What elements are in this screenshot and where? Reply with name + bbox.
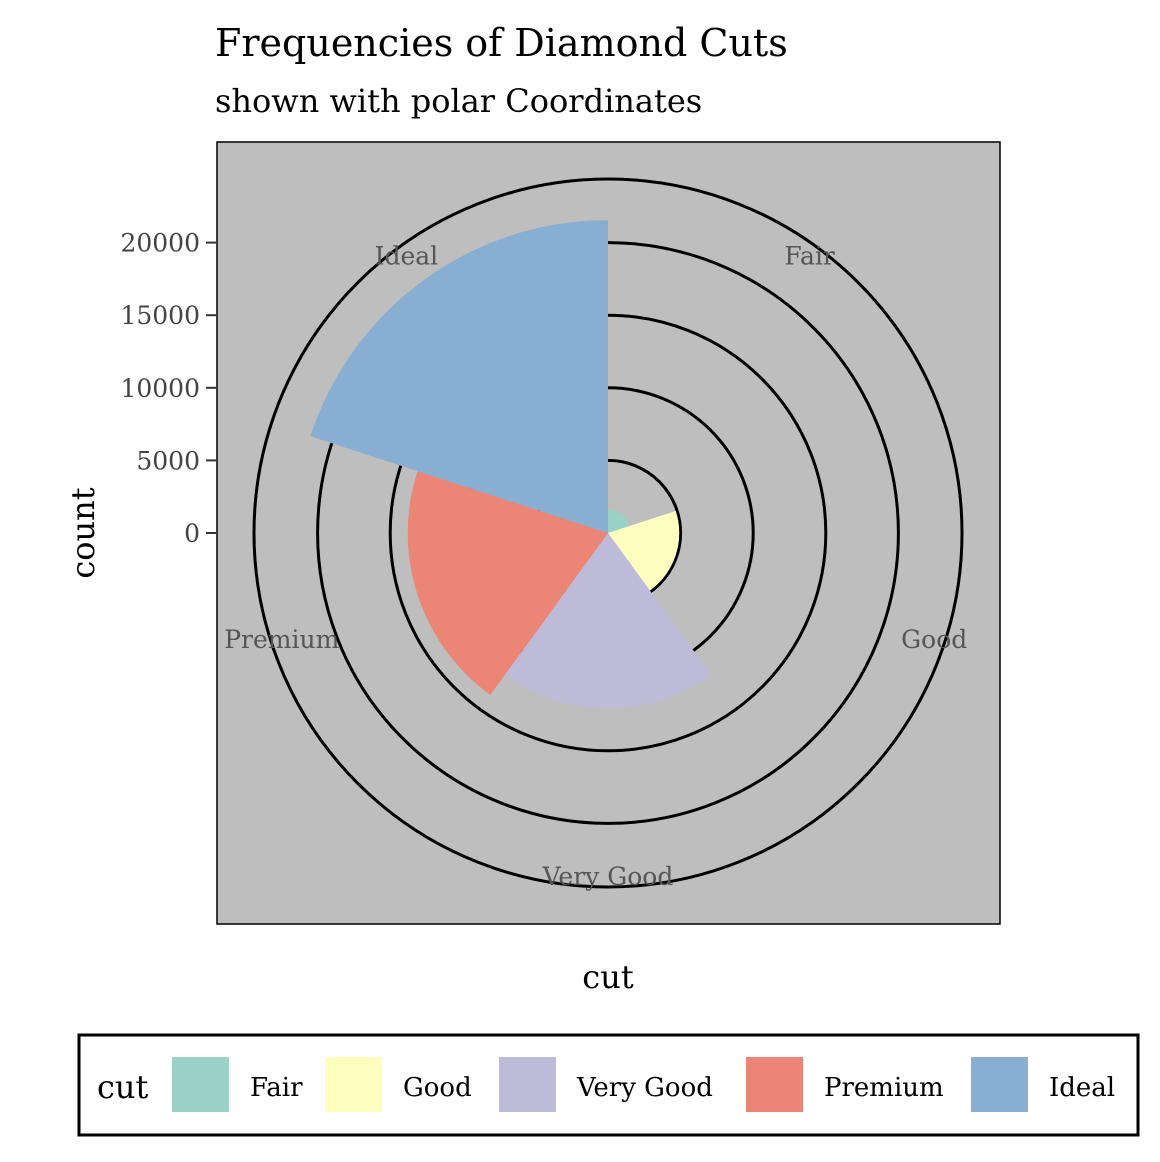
legend-key [325,1057,382,1112]
y-tick-label: 0 [184,519,200,548]
wedge-very-good [504,533,712,709]
legend-key [499,1057,556,1112]
y-tick-label: 10000 [120,374,200,403]
y-tick-label: 15000 [120,301,200,330]
category-label: Very Good [542,862,674,891]
wedge-premium [407,471,608,696]
chart-title: Frequencies of Diamond Cuts [215,21,788,65]
y-axis: 0 5000 10000 15000 20000 [120,229,216,548]
category-label: Ideal [375,242,439,271]
category-label: Fair [784,242,835,271]
x-axis-title: cut [582,958,634,996]
y-axis-title: count [64,487,102,578]
y-tick-label: 20000 [120,229,200,258]
grid-circle-outer [252,177,964,889]
bar-wedges [310,220,712,709]
wedge-fair [608,509,631,533]
y-tick-label: 5000 [136,446,200,475]
legend-label: Ideal [1049,1073,1115,1103]
legend-label: Fair [250,1073,303,1103]
legend-label: Very Good [576,1073,713,1103]
legend-key [172,1057,229,1112]
legend-label: Good [403,1073,472,1103]
legend-key [971,1057,1028,1112]
legend-label: Premium [824,1073,944,1103]
legend-title: cut [97,1068,149,1106]
wedge-good [608,510,680,591]
category-label: Good [901,625,967,654]
category-label: Premium [224,625,339,654]
wedge-ideal [310,220,608,533]
legend-items: Fair Good Very Good Premium Ideal [172,1057,1115,1112]
legend-key [746,1057,803,1112]
chart-subtitle: shown with polar Coordinates [215,82,702,120]
category-labels: Fair Good Very Good Premium Ideal [224,242,967,891]
legend-box [77,1033,1140,1137]
